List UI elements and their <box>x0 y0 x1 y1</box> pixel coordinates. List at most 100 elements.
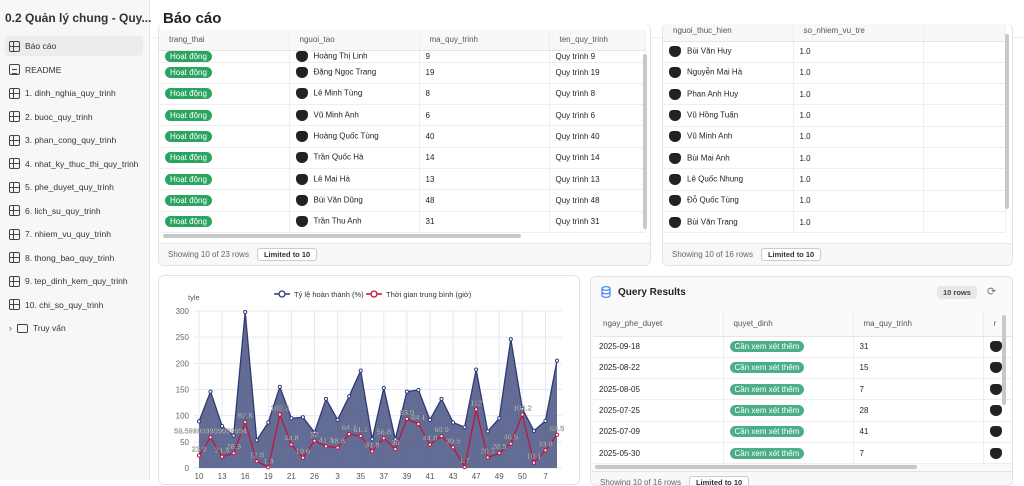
table-row[interactable]: Vũ Minh Anh 1.0 <box>663 126 1006 148</box>
table-cell: Cần xem xét thêm <box>723 399 854 422</box>
sidebar-item[interactable]: 2. buoc_quy_trinh <box>5 107 143 127</box>
sidebar-item[interactable]: 5. phe_duyet_quy_trinh <box>5 177 143 197</box>
table-cell: 48 <box>419 189 550 212</box>
data-label: 61.1 <box>353 425 368 434</box>
decision-badge: Cần xem xét thêm <box>729 362 805 374</box>
data-point <box>474 367 479 372</box>
limit-badge[interactable]: Limited to 10 <box>688 476 750 485</box>
data-point <box>219 454 225 459</box>
avatar-icon <box>989 341 1002 353</box>
x-tick-label: 16 <box>241 472 250 481</box>
vertical-scrollbar[interactable] <box>643 54 647 229</box>
data-point <box>485 455 490 460</box>
data-point <box>497 416 502 421</box>
column-header[interactable] <box>923 24 1006 42</box>
data-point <box>485 429 490 434</box>
table-icon <box>9 205 20 216</box>
vertical-scrollbar[interactable] <box>1002 315 1006 405</box>
column-header[interactable]: ma_quy_trinh <box>853 311 984 337</box>
limit-badge[interactable]: Limited to 10 <box>760 248 822 261</box>
table-row[interactable]: Bùi Văn Huy 1.0 <box>663 41 1006 63</box>
column-header[interactable]: nguoi_tao <box>289 30 420 51</box>
table-cell <box>923 62 1006 85</box>
data-point <box>427 417 433 422</box>
sidebar-item[interactable]: README <box>5 60 143 80</box>
x-tick-label: 7 <box>543 472 548 481</box>
table-cell: Đỗ Quốc Tùng <box>663 190 794 212</box>
table-row[interactable]: Hoạt động Vũ Minh Anh 6 Quy trình 6 <box>159 104 646 127</box>
table-row[interactable]: 2025-07-25 Cần xem xét thêm 28 <box>593 399 1012 422</box>
table-row[interactable]: Hoạt động Đặng Ngọc Trang 19 Quy trình 19 <box>159 62 646 84</box>
y-tick-label: 50 <box>180 438 189 447</box>
horizontal-scrollbar[interactable] <box>163 234 521 238</box>
table-row[interactable]: 2025-05-30 Cần xem xét thêm 7 <box>593 442 1012 465</box>
avatar-icon <box>669 216 681 228</box>
limit-badge[interactable]: Limited to 10 <box>256 248 318 261</box>
sidebar-item[interactable]: 9. tep_dinh_kem_quy_trinh <box>5 271 143 291</box>
column-header[interactable]: nguoi_thuc_hien <box>663 24 794 42</box>
table-row[interactable]: 2025-07-09 Cần xem xét thêm 41 <box>593 421 1012 443</box>
table-row[interactable]: 2025-08-22 Cần xem xét thêm 15 <box>593 357 1012 380</box>
data-point <box>231 451 236 456</box>
vertical-scrollbar[interactable] <box>1005 34 1009 209</box>
sidebar-item[interactable]: 8. thong_bao_quy_trinh <box>5 248 143 268</box>
chart-card: 0 50 100 150 200 250 300 10 13 16 19 21 26 3 35 37 39 41 4… <box>158 275 580 485</box>
table-row[interactable]: Bùi Văn Trang 1.0 <box>663 211 1006 234</box>
data-label: 28.3 <box>226 442 241 451</box>
table-row[interactable]: 2025-08-05 Cần xem xét thêm 7 <box>593 378 1012 401</box>
row-count: Showing 10 of 23 rows <box>168 250 249 259</box>
data-point <box>277 412 282 417</box>
table-row[interactable]: Bùi Mai Anh 1.0 <box>663 147 1006 170</box>
query-title: Query Results <box>618 286 686 298</box>
table-row[interactable]: Lê Quốc Nhung 1.0 <box>663 168 1006 191</box>
column-header[interactable]: r <box>983 311 1012 337</box>
table-row[interactable]: Hoạt động Lê Minh Tùng 8 Quy trình 8 <box>159 83 646 106</box>
table-row[interactable]: Hoạt động Hoàng Thị Linh 9 Quy trình 9 <box>159 50 646 63</box>
chevron-right-icon[interactable]: › <box>9 323 12 333</box>
sidebar-item[interactable]: Báo cáo <box>5 36 143 56</box>
table-row[interactable]: Vũ Hồng Tuấn 1.0 <box>663 104 1006 127</box>
sidebar-item[interactable]: 1. dinh_nghia_quy_trinh <box>5 83 143 103</box>
table-cell: 40 <box>419 125 550 148</box>
table-cell: 1.0 <box>793 147 924 170</box>
column-header[interactable]: ngay_phe_duyet <box>593 311 724 337</box>
table-row[interactable]: Hoạt động Trần Thu Anh 31 Quy trình 31 <box>159 211 646 233</box>
y-tick-label: 300 <box>176 307 190 316</box>
refresh-icon[interactable]: ⟳ <box>987 286 997 298</box>
table-cell: 41 <box>853 421 984 443</box>
horizontal-scrollbar[interactable] <box>595 465 917 469</box>
status-badge: Hoạt động <box>165 50 212 61</box>
sidebar-item[interactable]: › Truy vấn <box>5 318 143 338</box>
avatar-icon <box>669 131 681 143</box>
avatar-icon <box>295 109 308 121</box>
x-tick-label: 19 <box>264 472 273 481</box>
table-row[interactable]: Nguyễn Mai Hà 1.0 <box>663 62 1006 85</box>
legend-marker <box>278 290 286 298</box>
table-row[interactable]: Hoạt động Trần Quốc Hà 14 Quy trình 14 <box>159 147 646 169</box>
sidebar-item[interactable]: 6. lich_su_quy_trinh <box>5 201 143 221</box>
table-icon <box>9 134 20 146</box>
x-tick-label: 39 <box>402 472 411 481</box>
cell-text: 28 <box>859 406 869 416</box>
table-row[interactable]: Phan Anh Huy 1.0 <box>663 83 1006 106</box>
table-row[interactable]: Hoạt động Bùi Văn Dũng 48 Quy trình 48 <box>159 189 646 212</box>
column-header[interactable]: quyet_dinh <box>723 311 854 337</box>
table-row[interactable]: 2025-09-18 Cần xem xét thêm 31 <box>593 336 1012 358</box>
table-row[interactable]: Hoạt động Hoàng Quốc Tùng 40 Quy trình 40 <box>159 125 646 148</box>
sidebar-item[interactable]: 10. chi_so_quy_trinh <box>5 295 143 315</box>
data-point <box>289 442 294 447</box>
table-row[interactable]: Hoạt động Lê Mai Hà 13 Quy trình 13 <box>159 168 646 191</box>
column-header[interactable]: ma_quy_trinh <box>419 30 550 51</box>
sidebar-item[interactable]: 7. nhiem_vu_quy_trinh <box>5 224 143 244</box>
sidebar-item[interactable]: 4. nhat_ky_thuc_thi_quy_trinh <box>5 154 143 174</box>
data-label: 1.3 <box>263 456 273 465</box>
table-cell: 1.0 <box>793 211 924 234</box>
column-header[interactable]: ten_quy_trinh <box>549 30 646 51</box>
table-cell <box>983 357 1012 380</box>
sidebar-item[interactable]: 3. phan_cong_quy_trinh <box>5 130 143 150</box>
table-cell: 31 <box>853 336 984 358</box>
column-header[interactable]: so_nhiem_vu_tre <box>793 24 924 42</box>
cell-text: Quy trình 31 <box>555 217 600 227</box>
table-row[interactable]: Đỗ Quốc Tùng 1.0 <box>663 190 1006 212</box>
column-header[interactable]: trang_thai <box>159 30 290 51</box>
